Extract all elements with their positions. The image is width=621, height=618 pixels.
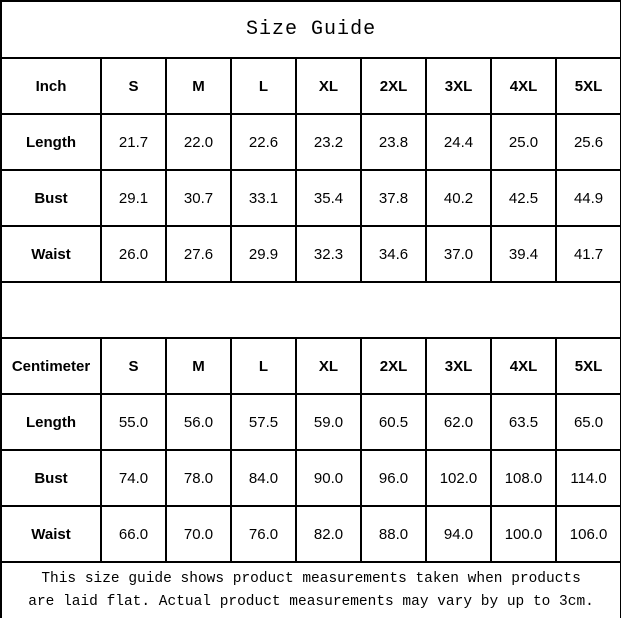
cm-bust-row: Bust 74.0 78.0 84.0 90.0 96.0 102.0 108.… xyxy=(0,449,621,507)
cm-size-xl: XL xyxy=(295,337,362,395)
cell-value: 96.0 xyxy=(360,449,427,507)
cell-value: 106.0 xyxy=(554,505,621,563)
inch-length-row: Length 21.7 22.0 22.6 23.2 23.8 24.4 25.… xyxy=(0,113,621,171)
cell-value: 74.0 xyxy=(100,449,167,507)
cell-value: 114.0 xyxy=(554,449,621,507)
inch-size-xl: XL xyxy=(295,57,362,115)
cm-waist-row: Waist 66.0 70.0 76.0 82.0 88.0 94.0 100.… xyxy=(0,505,621,563)
cell-value: 56.0 xyxy=(165,393,232,451)
footer-note-line1: This size guide shows product measuremen… xyxy=(41,571,581,588)
row-label: Length xyxy=(0,113,102,171)
cell-value: 88.0 xyxy=(360,505,427,563)
cell-value: 37.8 xyxy=(360,169,427,227)
cell-value: 24.4 xyxy=(425,113,492,171)
cm-size-m: M xyxy=(165,337,232,395)
cm-size-l: L xyxy=(230,337,297,395)
cell-value: 66.0 xyxy=(100,505,167,563)
spacer-row xyxy=(0,281,621,339)
row-label: Waist xyxy=(0,505,102,563)
cell-value: 59.0 xyxy=(295,393,362,451)
cell-value: 62.0 xyxy=(425,393,492,451)
cell-value: 55.0 xyxy=(100,393,167,451)
cell-value: 33.1 xyxy=(230,169,297,227)
cell-value: 27.6 xyxy=(165,225,232,283)
cell-value: 23.2 xyxy=(295,113,362,171)
cell-value: 37.0 xyxy=(425,225,492,283)
cell-value: 30.7 xyxy=(165,169,232,227)
cell-value: 39.4 xyxy=(490,225,557,283)
cell-value: 40.2 xyxy=(425,169,492,227)
inch-bust-row: Bust 29.1 30.7 33.1 35.4 37.8 40.2 42.5 … xyxy=(0,169,621,227)
row-label: Length xyxy=(0,393,102,451)
cm-size-4xl: 4XL xyxy=(490,337,557,395)
cell-value: 25.0 xyxy=(490,113,557,171)
inch-size-s: S xyxy=(100,57,167,115)
cell-value: 90.0 xyxy=(295,449,362,507)
cell-value: 21.7 xyxy=(100,113,167,171)
cell-value: 32.3 xyxy=(295,225,362,283)
cell-value: 29.9 xyxy=(230,225,297,283)
cell-value: 44.9 xyxy=(554,169,621,227)
inch-size-l: L xyxy=(230,57,297,115)
inch-unit-label: Inch xyxy=(0,57,102,115)
page-title: Size Guide xyxy=(0,0,621,59)
footer-row: This size guide shows product measuremen… xyxy=(0,561,621,618)
cell-value: 29.1 xyxy=(100,169,167,227)
cell-value: 108.0 xyxy=(490,449,557,507)
cell-value: 78.0 xyxy=(165,449,232,507)
cm-size-2xl: 2XL xyxy=(360,337,427,395)
inch-size-m: M xyxy=(165,57,232,115)
cell-value: 94.0 xyxy=(425,505,492,563)
cm-size-s: S xyxy=(100,337,167,395)
inch-size-2xl: 2XL xyxy=(360,57,427,115)
cell-value: 57.5 xyxy=(230,393,297,451)
spacer-cell xyxy=(0,281,621,339)
inch-size-4xl: 4XL xyxy=(490,57,557,115)
inch-size-5xl: 5XL xyxy=(554,57,621,115)
cell-value: 26.0 xyxy=(100,225,167,283)
row-label: Waist xyxy=(0,225,102,283)
cell-value: 34.6 xyxy=(360,225,427,283)
inch-header-row: Inch S M L XL 2XL 3XL 4XL 5XL xyxy=(0,57,621,115)
centimeter-header-row: Centimeter S M L XL 2XL 3XL 4XL 5XL xyxy=(0,337,621,395)
cell-value: 100.0 xyxy=(490,505,557,563)
inch-size-3xl: 3XL xyxy=(425,57,492,115)
cell-value: 60.5 xyxy=(360,393,427,451)
cell-value: 82.0 xyxy=(295,505,362,563)
centimeter-unit-label: Centimeter xyxy=(0,337,102,395)
footer-note: This size guide shows product measuremen… xyxy=(0,561,621,618)
cell-value: 22.0 xyxy=(165,113,232,171)
cell-value: 65.0 xyxy=(554,393,621,451)
cell-value: 84.0 xyxy=(230,449,297,507)
cell-value: 102.0 xyxy=(425,449,492,507)
cell-value: 70.0 xyxy=(165,505,232,563)
cell-value: 23.8 xyxy=(360,113,427,171)
cm-length-row: Length 55.0 56.0 57.5 59.0 60.5 62.0 63.… xyxy=(0,393,621,451)
cell-value: 35.4 xyxy=(295,169,362,227)
cell-value: 63.5 xyxy=(490,393,557,451)
cell-value: 76.0 xyxy=(230,505,297,563)
row-label: Bust xyxy=(0,169,102,227)
row-label: Bust xyxy=(0,449,102,507)
cm-size-5xl: 5XL xyxy=(554,337,621,395)
cell-value: 22.6 xyxy=(230,113,297,171)
cell-value: 25.6 xyxy=(554,113,621,171)
cell-value: 42.5 xyxy=(490,169,557,227)
cm-size-3xl: 3XL xyxy=(425,337,492,395)
cell-value: 41.7 xyxy=(554,225,621,283)
footer-note-line2: are laid flat. Actual product measuremen… xyxy=(28,593,594,610)
inch-waist-row: Waist 26.0 27.6 29.9 32.3 34.6 37.0 39.4… xyxy=(0,225,621,283)
